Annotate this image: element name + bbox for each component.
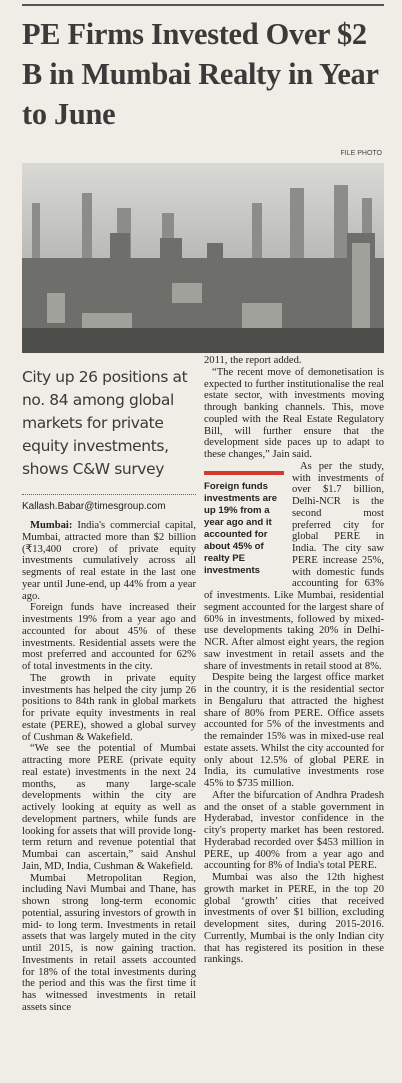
paragraph: Mumbai Metropolitan Region, including Na… [22, 873, 196, 1014]
pull-quote: Foreign funds investments are up 19% fro… [204, 470, 284, 577]
paragraph: “The recent move of demonetisation is ex… [204, 366, 384, 460]
paragraph: After the bifurcation of Andhra Pradesh … [204, 789, 384, 872]
top-rule [22, 4, 384, 6]
byline: Kallash.Babar@timesgroup.com [22, 494, 196, 512]
paragraph-text: India's commercial capital, Mumbai, attr… [22, 520, 196, 602]
paragraph-text: “We see the potential of Mumbai attracti… [22, 743, 196, 872]
paragraphs: 2011, the report added. “The recent move … [204, 355, 384, 461]
paragraph: The growth in private equity investments… [22, 673, 196, 744]
paragraph-text: Foreign funds have increased their inves… [22, 602, 196, 672]
city-photo [22, 163, 384, 353]
paragraphs: As per the study, with investments of ov… [204, 461, 384, 966]
paragraph-text: Mumbai Metropolitan Region, including Na… [22, 872, 196, 1013]
paragraph: 2011, the report added. [204, 355, 302, 366]
paragraph: Mumbai: India's commercial capital, Mumb… [22, 520, 196, 602]
paragraph: Despite being the largest office market … [204, 672, 384, 789]
paragraph: Foreign funds have increased their inves… [22, 602, 196, 673]
right-column: 2011, the report added. “The recent move … [204, 355, 384, 1083]
dateline: Mumbai: [30, 520, 73, 531]
headline: PE Firms Invested Over $2 B in Mumbai Re… [22, 16, 379, 131]
left-column: Mumbai: India's commercial capital, Mumb… [22, 520, 196, 1083]
subheading: City up 26 positions at no. 84 among glo… [22, 368, 188, 478]
paragraph: As per the study, with investments of ov… [204, 460, 384, 672]
paragraph: “We see the potential of Mumbai attracti… [22, 743, 196, 872]
paragraph: Mumbai was also the 12th highest growth … [204, 872, 384, 966]
photo-credit: FILE PHOTO [340, 150, 383, 157]
paragraph-text: The growth in private equity investments… [22, 672, 196, 743]
